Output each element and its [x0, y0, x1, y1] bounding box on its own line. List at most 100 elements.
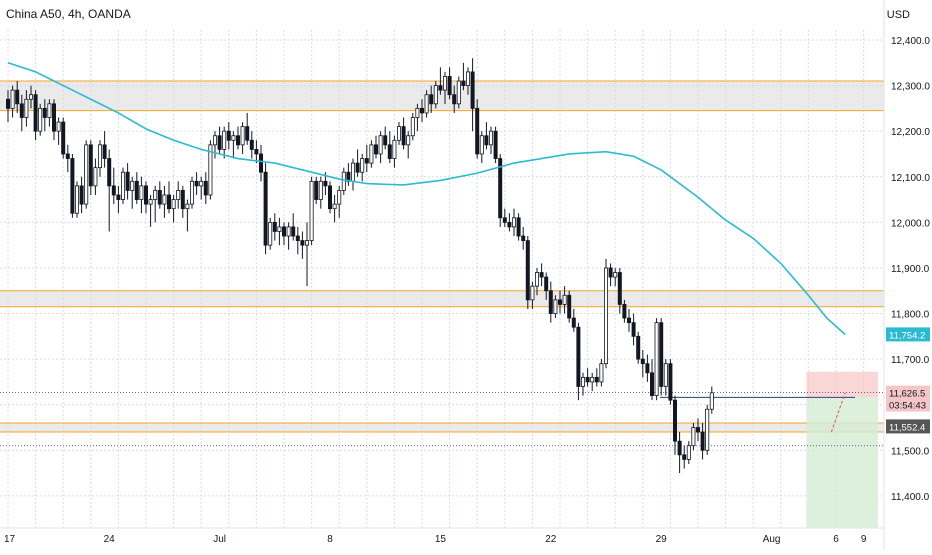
price-tick-label: 11,900.0 — [891, 264, 930, 275]
candle — [516, 217, 521, 237]
candle — [318, 180, 323, 200]
candle — [433, 85, 438, 105]
candle — [203, 180, 208, 196]
candle — [429, 94, 434, 105]
candle — [401, 126, 406, 146]
candle — [645, 363, 650, 374]
time-tick-label: 24 — [104, 534, 116, 545]
candle — [627, 317, 632, 324]
candle — [199, 180, 204, 187]
candle — [332, 203, 337, 210]
candle — [171, 199, 176, 210]
candle — [378, 135, 383, 155]
candle — [258, 153, 263, 173]
candle — [295, 235, 300, 241]
moving-average-line — [7, 62, 846, 336]
candle — [636, 335, 641, 360]
candle — [590, 376, 595, 383]
candle — [364, 158, 369, 164]
time-tick-label: 15 — [435, 534, 447, 545]
candle — [130, 180, 135, 191]
candle — [75, 185, 80, 214]
candle — [189, 180, 194, 205]
candle — [581, 376, 586, 387]
candle — [42, 107, 47, 118]
candle — [663, 363, 668, 387]
candle — [465, 71, 470, 86]
candle — [350, 162, 355, 182]
candle — [654, 322, 659, 396]
candle — [700, 431, 705, 451]
candle — [576, 326, 581, 387]
candle — [585, 376, 590, 383]
time-tick-label: Aug — [763, 534, 781, 545]
candle — [277, 226, 282, 232]
candle — [300, 240, 305, 246]
candle — [309, 180, 314, 241]
candle — [558, 299, 563, 305]
price-axis-label-text: 11,754.2 — [889, 330, 925, 341]
candle — [396, 126, 401, 141]
candle — [424, 94, 429, 114]
candle — [143, 185, 148, 205]
candle — [88, 144, 93, 187]
symbol-header: China A50, 4h, OANDA — [6, 7, 131, 21]
candle — [162, 194, 167, 205]
candle — [139, 185, 144, 200]
candle — [475, 107, 480, 155]
candle — [231, 135, 236, 141]
candle — [521, 235, 526, 241]
candle — [226, 130, 231, 141]
candle — [323, 180, 328, 187]
candle — [337, 190, 342, 205]
stop-loss-area — [806, 371, 878, 398]
candle — [125, 171, 130, 191]
candle — [38, 107, 43, 132]
candle — [373, 144, 378, 155]
candle — [314, 180, 319, 200]
candle — [622, 304, 627, 319]
currency-label[interactable]: USD — [886, 9, 910, 21]
candle — [341, 171, 346, 191]
price-axis-label — [886, 419, 930, 434]
candle — [512, 217, 517, 228]
candle — [208, 144, 213, 196]
candle — [415, 107, 420, 118]
candle — [369, 144, 374, 164]
candle — [387, 144, 392, 159]
candle — [15, 89, 20, 105]
candle — [107, 158, 112, 187]
candle — [447, 76, 452, 96]
candle — [631, 322, 636, 337]
candle — [166, 194, 171, 210]
candle — [10, 89, 15, 109]
candle — [65, 153, 70, 159]
candle — [383, 135, 388, 146]
price-tick-label: 11,800.0 — [891, 310, 930, 321]
candle — [461, 80, 466, 86]
candle — [677, 440, 682, 456]
time-tick-label: Jul — [213, 534, 226, 545]
candle — [263, 171, 268, 246]
candle — [452, 94, 457, 105]
candle — [484, 135, 489, 146]
candle — [148, 199, 153, 205]
candle — [212, 135, 217, 146]
candle — [493, 130, 498, 159]
candle — [24, 98, 29, 118]
candle — [438, 85, 443, 91]
candle — [360, 158, 365, 173]
candle — [608, 267, 613, 278]
candle — [479, 135, 484, 155]
candle — [470, 71, 475, 109]
candle — [134, 180, 139, 200]
zone-band — [0, 290, 884, 307]
candle — [640, 358, 645, 365]
candle — [682, 454, 687, 460]
candle — [180, 190, 185, 210]
candle — [442, 76, 447, 91]
candle — [56, 121, 61, 132]
candle — [52, 103, 57, 132]
